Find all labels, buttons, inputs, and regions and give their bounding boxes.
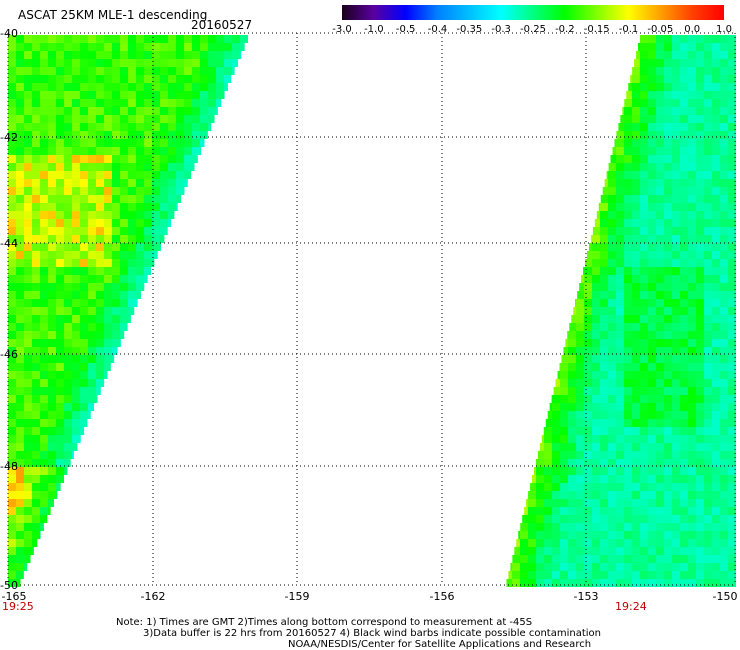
colorbar-tick-label: -0.05 xyxy=(647,24,674,35)
colorbar-tick-label: -3.0 xyxy=(332,24,352,35)
colorbar-tick-label: -0.2 xyxy=(555,24,575,35)
latitude-label: -48 xyxy=(0,460,18,473)
latitude-label: -46 xyxy=(0,348,18,361)
colorbar xyxy=(342,5,724,20)
latitude-label: -40 xyxy=(0,27,18,40)
latitude-label: -42 xyxy=(0,131,18,144)
latitude-label: -50 xyxy=(0,579,18,592)
latitude-label: -44 xyxy=(0,237,18,250)
note-line-2: 3)Data buffer is 22 hrs from 20160527 4)… xyxy=(143,628,601,639)
longitude-label: -150 xyxy=(712,590,738,603)
colorbar-tick-label: -0.35 xyxy=(456,24,483,35)
note-line-1: Note: 1) Times are GMT 2)Times along bot… xyxy=(116,617,533,628)
longitude-label: -153 xyxy=(573,590,599,603)
colorbar-tick-label: -0.3 xyxy=(491,24,511,35)
swath-right xyxy=(506,35,736,587)
colorbar-tick-label: -0.15 xyxy=(583,24,610,35)
colorbar-tick-label: -0.25 xyxy=(520,24,546,35)
time-label-left: 19:25 xyxy=(2,600,34,613)
colorbar-tick-label: -0.4 xyxy=(427,24,448,35)
colorbar-tick-label: -1.0 xyxy=(364,24,384,35)
product-date: 20160527 xyxy=(191,18,253,32)
note-line-3: NOAA/NESDIS/Center for Satellite Applica… xyxy=(288,639,592,650)
colorbar-tick-label: -0.1 xyxy=(618,24,639,35)
longitude-label: -156 xyxy=(429,590,455,603)
colorbar-gradient xyxy=(342,5,724,20)
longitude-label: -165 xyxy=(1,590,27,603)
colorbar-tick-label: -0.5 xyxy=(395,24,416,35)
swath-left xyxy=(8,35,248,587)
longitude-label: -162 xyxy=(140,590,166,603)
time-label-right: 19:24 xyxy=(615,600,647,613)
longitude-label: -159 xyxy=(284,590,310,603)
colorbar-tick-label: 1.0 xyxy=(716,24,732,35)
product-title: ASCAT 25KM MLE-1 descending xyxy=(18,8,208,22)
lat-lon-grid xyxy=(7,32,736,586)
swath-map xyxy=(7,32,736,587)
colorbar-tick-label: 0.0 xyxy=(684,24,701,35)
